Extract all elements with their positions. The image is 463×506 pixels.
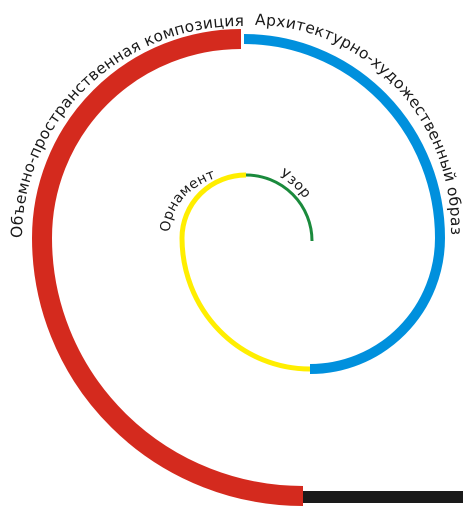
spiral-arc-ornament xyxy=(179,172,311,372)
spiral-arc-uzor xyxy=(245,173,314,242)
spiral-arc-volume xyxy=(31,29,304,506)
label-ornament: Орнамент xyxy=(158,167,218,233)
spiral-tail xyxy=(303,491,463,503)
spiral-arc-arch xyxy=(243,34,446,374)
